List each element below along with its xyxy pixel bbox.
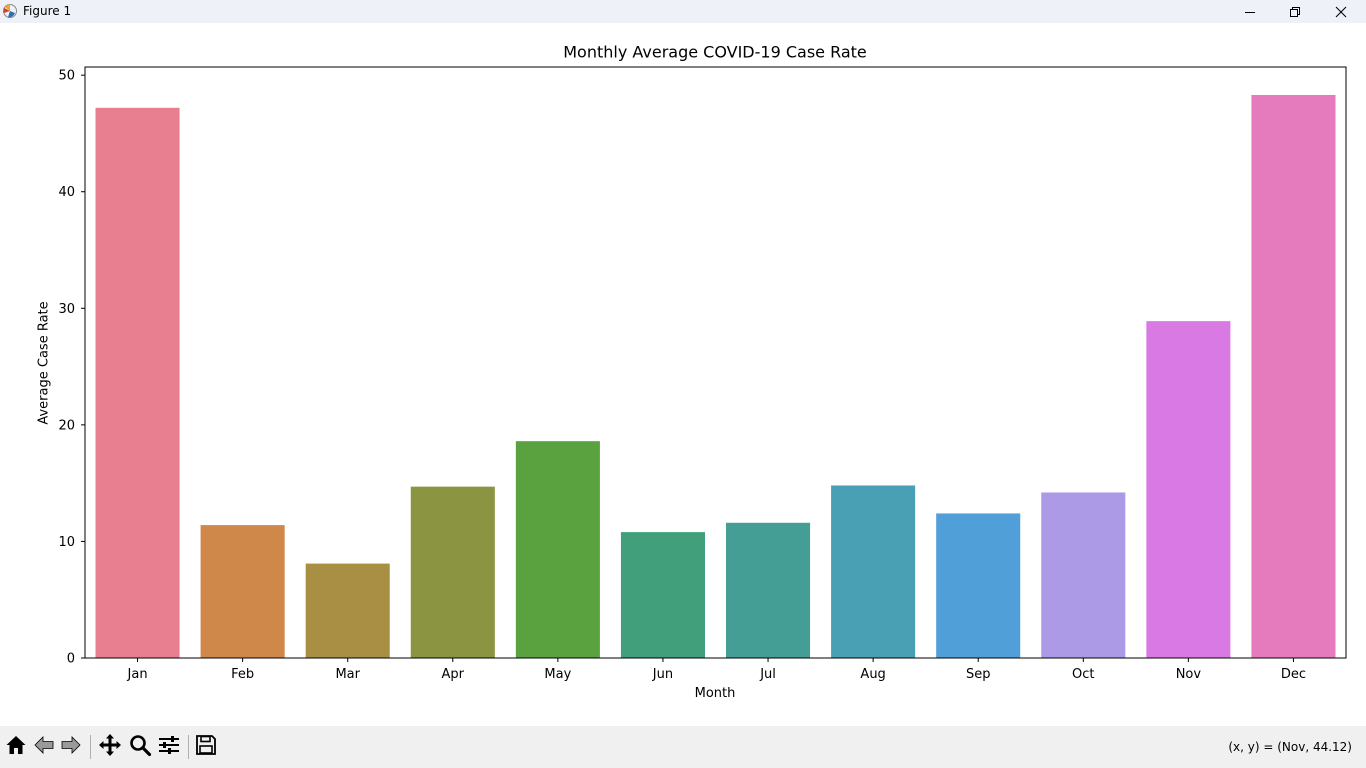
x-tick-label: Mar [335,667,360,682]
y-tick-label: 10 [58,535,75,550]
toolbar-separator [90,735,91,759]
x-tick-label: Jun [652,667,673,682]
cursor-coordinates: (x, y) = (Nov, 44.12) [1228,740,1352,754]
chart-title: Monthly Average COVID-19 Case Rate [563,43,867,62]
close-icon [1335,6,1347,18]
toolbar-separator [188,735,189,759]
figure-canvas[interactable]: 0 10 20 30 40 50 Jan Feb Mar Apr May Jun Jul Aug Sep O… [0,23,1366,726]
x-tick-label: Sep [966,667,991,682]
bar-apr [410,486,495,658]
forward-arrow-icon [60,734,82,760]
configure-subplots-icon [157,733,181,761]
y-tick-label: 30 [58,302,75,317]
bar-dec [1251,94,1336,659]
navigation-toolbar: (x, y) = (Nov, 44.12) [0,726,1366,768]
x-ticks: Jan Feb Mar Apr May Jun Jul Aug Sep Oct Nov Dec [127,658,1306,682]
bar-mar [305,563,390,658]
back-arrow-icon [33,734,55,760]
bar-sep [936,513,1021,658]
bar-feb [200,525,285,658]
zoom-button[interactable] [127,734,153,760]
zoom-icon [128,733,152,761]
x-tick-label: Oct [1072,667,1094,682]
home-icon [5,734,27,760]
x-tick-label: Nov [1176,667,1202,682]
window-titlebar: Figure 1 [0,0,1366,23]
bar-jul [726,522,811,658]
back-button[interactable] [31,734,57,760]
bar-jun [620,532,705,658]
minimize-button[interactable] [1227,0,1273,23]
bars-group [95,94,1336,659]
bar-chart: 0 10 20 30 40 50 Jan Feb Mar Apr May Jun Jul Aug Sep O… [37,43,1347,701]
matplotlib-icon [2,3,18,19]
y-ticks: 0 10 20 30 40 50 [58,69,85,667]
window-title: Figure 1 [23,4,72,18]
x-tick-label: Dec [1281,667,1306,682]
x-tick-label: Feb [231,667,254,682]
pan-icon [98,733,122,761]
maximize-button[interactable] [1272,0,1318,23]
save-icon [195,734,217,760]
axes-frame [84,66,1347,659]
y-axis-label: Average Case Rate [37,301,52,424]
bar-oct [1041,492,1126,658]
y-tick-label: 50 [58,69,75,84]
bar-nov [1146,321,1231,658]
x-axis-label: Month [695,686,736,701]
close-button[interactable] [1318,0,1364,23]
x-tick-label: Jan [127,667,148,682]
y-tick-label: 0 [67,652,75,667]
forward-button[interactable] [58,734,84,760]
bar-jan [95,107,180,658]
y-tick-label: 40 [58,185,75,200]
configure-subplots-button[interactable] [156,734,182,760]
x-tick-label: May [544,667,571,682]
pan-button[interactable] [97,734,123,760]
save-button[interactable] [193,734,219,760]
home-button[interactable] [3,734,29,760]
minimize-icon [1244,6,1256,18]
x-tick-label: Apr [442,667,465,682]
x-tick-label: Aug [860,667,885,682]
restore-icon [1289,6,1301,18]
bar-aug [831,485,916,658]
x-tick-label: Jul [759,667,776,682]
bar-may [515,441,600,658]
y-tick-label: 20 [58,418,75,433]
